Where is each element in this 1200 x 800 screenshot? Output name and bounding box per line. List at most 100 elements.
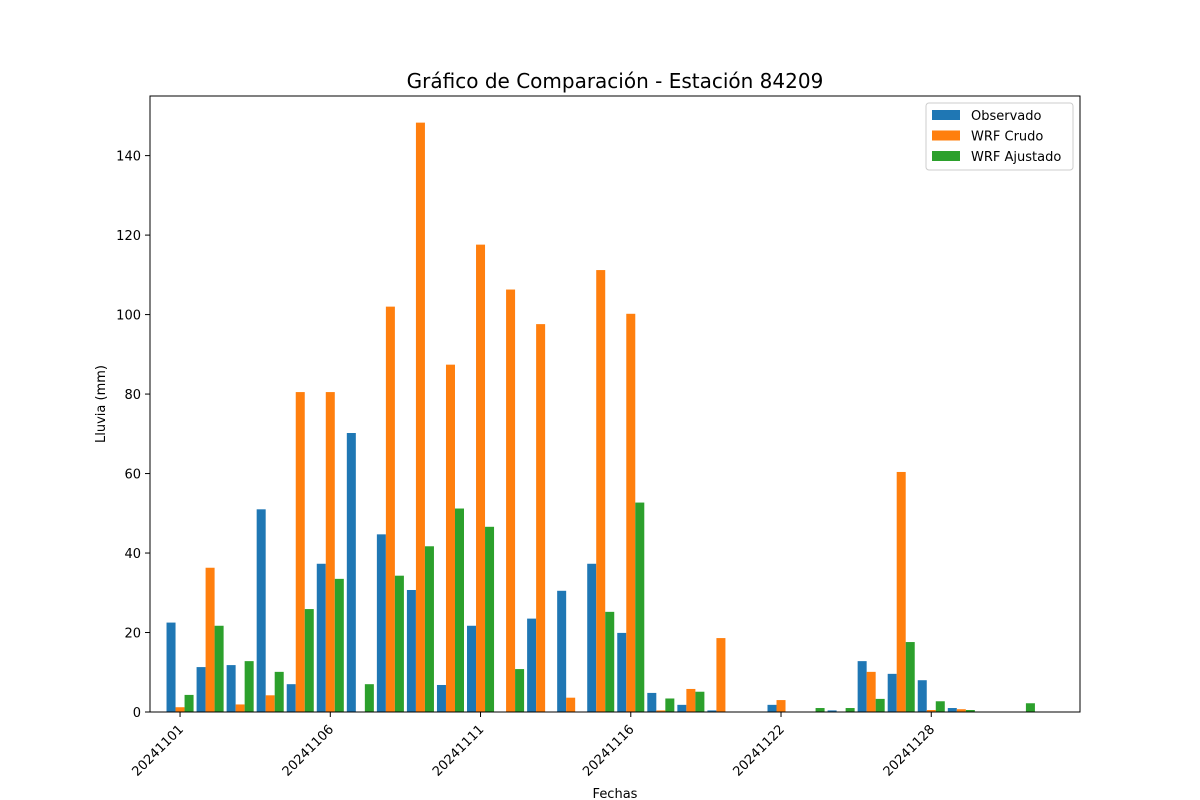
bar [184,694,194,712]
bar [394,575,404,712]
bar [605,611,615,712]
x-tick-label: 20241116 [580,722,637,779]
legend-box [925,102,1074,171]
bar [935,701,945,712]
y-axis-label: Lluvia (mm) [94,365,109,443]
y-tick-label: 140 [116,150,141,165]
bar [295,392,305,712]
bar [587,563,597,712]
bar [527,618,537,712]
bar [857,661,867,712]
y-tick-label: 100 [116,309,141,324]
x-axis-label: Fechas [593,787,638,800]
y-tick-label: 40 [124,547,141,562]
bar [815,708,825,712]
bar [506,289,516,712]
bar [866,671,876,712]
y-tick-label: 0 [133,706,141,721]
y-tick-label: 120 [116,229,141,244]
bar [274,671,284,712]
legend-label: WRF Ajustado [971,150,1061,165]
legend-label: Observado [971,109,1042,124]
bar [515,669,525,712]
bar [166,622,176,712]
bar [424,546,434,712]
bar [376,534,386,712]
bar [875,698,885,712]
bar [596,270,606,712]
bar [845,708,855,712]
bar [316,563,326,712]
bar [325,392,335,712]
x-tick-label: 20241122 [730,722,787,779]
bar [286,684,296,712]
bar [454,508,464,712]
bar [896,471,906,712]
bar [536,324,546,712]
x-tick-label: 20241128 [881,722,938,779]
bar [767,704,777,712]
bar [205,567,215,712]
bar [175,707,185,712]
bar [776,700,786,712]
legend-swatch [932,130,960,141]
bar [827,710,837,712]
x-tick-label: 20241111 [430,722,487,779]
bar [235,704,245,712]
bar [686,688,696,712]
bar [956,709,966,712]
legend-label: WRF Crudo [971,130,1043,145]
bar [626,313,636,712]
plot-frame [149,95,1081,713]
bar [947,708,957,712]
bar [716,638,726,712]
bar [917,680,927,712]
bar [617,632,627,712]
bar [566,697,576,712]
bar [647,692,657,712]
bar [265,695,275,712]
bar [445,364,455,712]
bar [677,704,687,712]
chart-title: Gráfico de Comparación - Estación 84209 [407,69,824,93]
bar [1025,703,1035,712]
series-wrf-ajustado [184,502,1035,712]
bar [635,502,645,712]
bar [707,710,717,712]
bar [196,667,206,712]
bar [905,642,915,712]
legend-swatch [932,151,960,161]
bar [364,684,374,712]
series-wrf-crudo [175,122,966,712]
bar [415,122,425,712]
bar [304,609,314,712]
bar [346,433,356,712]
x-tick-label: 20241101 [129,722,186,779]
bar [656,710,666,712]
plot-area: 0 20 40 60 80 100 120 140 20241101 20241106 202411… [116,95,1081,780]
bar [965,710,975,712]
bar [334,578,344,712]
bar [385,306,395,712]
bar [887,673,897,712]
y-tick-label: 60 [124,468,141,483]
bar [695,691,705,712]
bar [436,684,446,712]
x-tick-label: 20241106 [280,722,337,779]
bar [226,665,236,712]
bar [214,625,224,712]
y-tick-label: 80 [124,388,141,403]
bar [244,661,254,712]
y-tick-label: 20 [124,627,141,642]
bar [485,526,495,712]
bar [665,698,675,712]
bar [476,244,486,712]
bar [926,710,936,712]
legend: Observado WRF Crudo WRF Ajustado [925,102,1074,171]
bar [467,625,477,712]
bar [557,590,567,712]
bar [406,589,416,712]
bar [256,509,266,712]
legend-swatch [932,110,960,120]
